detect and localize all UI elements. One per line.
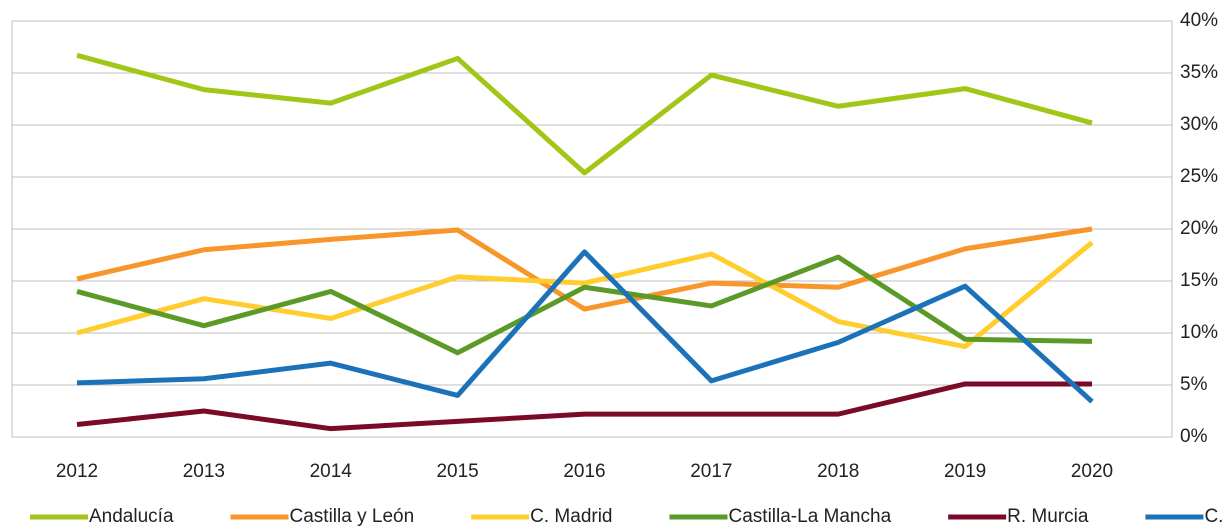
x-tick-label: 2019 [944,461,986,482]
series-line [76,254,1093,356]
y-tick-label: 35% [1180,62,1218,83]
y-tick-label: 20% [1180,218,1218,239]
x-tick-label: 2018 [817,461,859,482]
x-tick-label: 2015 [436,461,478,482]
x-tick-label: 2012 [56,461,98,482]
legend-label: Andalucía [89,506,174,527]
y-tick-label: 10% [1180,322,1218,343]
series-line [76,52,1093,176]
x-tick-label: 2014 [310,461,353,482]
y-tick-label: 0% [1180,426,1208,447]
legend-label: R. Murcia [1007,506,1089,527]
y-tick-label: 30% [1180,114,1218,135]
x-tick-label: 2013 [183,461,225,482]
legend-label: Castilla-La Mancha [729,506,892,527]
series-line [76,240,1094,350]
series-line [76,249,1094,404]
legend-label: Castilla y León [290,506,415,527]
series-line [76,381,1092,432]
legend-label: C. Madrid [530,506,612,527]
x-tick-label: 2016 [563,461,605,482]
y-tick-label: 25% [1180,166,1218,187]
legend-label: C. Valenciana [1204,506,1228,527]
series-line [76,226,1093,312]
x-tick-label: 2020 [1071,461,1113,482]
x-tick-label: 2017 [690,461,732,482]
y-tick-label: 5% [1180,374,1208,395]
y-tick-label: 15% [1180,270,1218,291]
y-tick-label: 40% [1180,10,1218,31]
